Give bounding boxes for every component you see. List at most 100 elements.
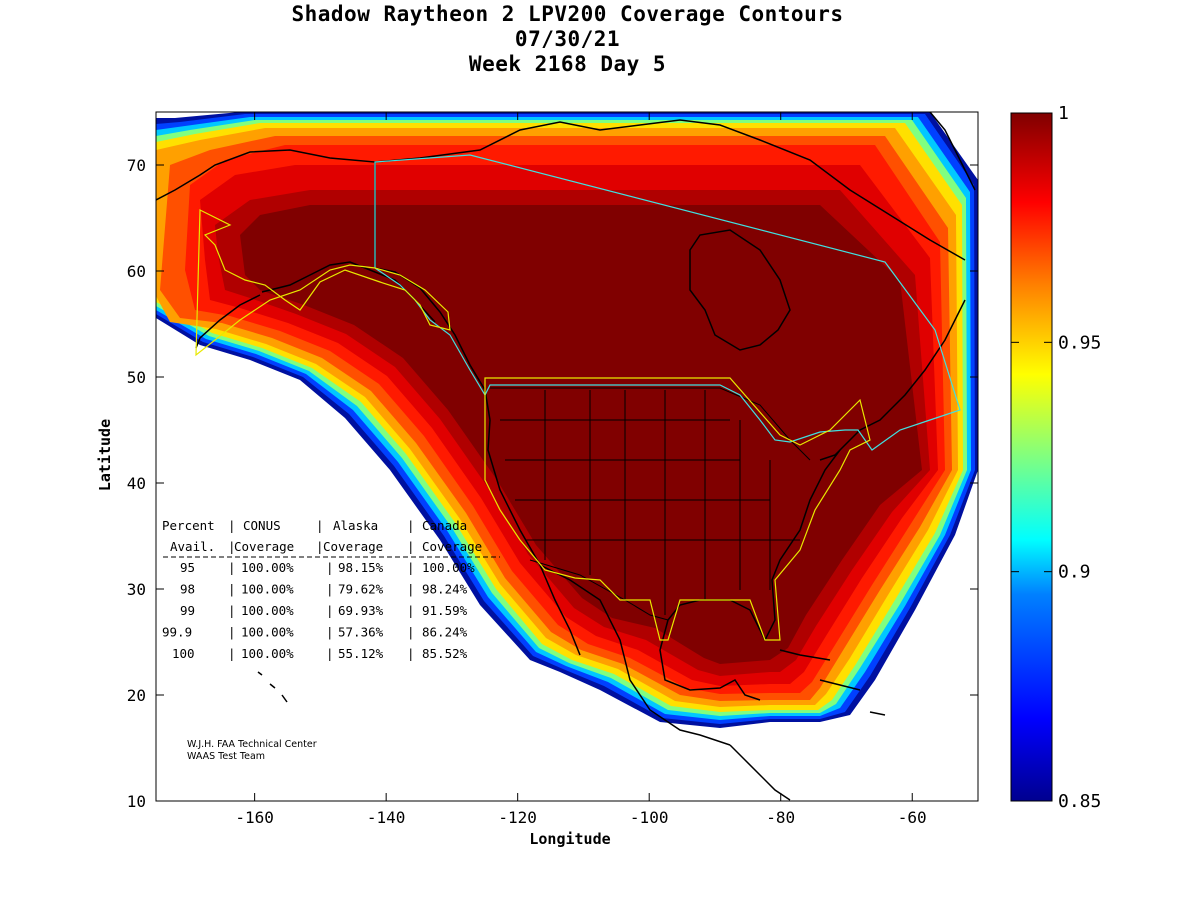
hdr-alaska-cov: Coverage — [323, 539, 383, 554]
contour-1.0 — [240, 205, 922, 664]
hdr-conus: CONUS — [243, 518, 281, 533]
y-tick-label: 20 — [127, 686, 146, 705]
stats-row: 95 | 100.00% | 98.15% | 100.00% — [180, 560, 475, 575]
stats-sep: | — [228, 603, 236, 618]
stats-conus: 100.00% — [241, 646, 294, 661]
canada-arctic — [374, 119, 966, 261]
stats-canada: 86.24% — [422, 625, 468, 640]
coastlines — [156, 112, 976, 801]
stats-sep: | — [228, 646, 236, 661]
central-america — [729, 744, 791, 801]
stats-percent: 98 — [180, 582, 195, 597]
stats-alaska: 69.93% — [338, 603, 384, 618]
y-tick-label: 30 — [127, 580, 146, 599]
stats-row: 99 | 100.00% | 69.93% | 91.59% — [180, 603, 468, 618]
state-grid — [500, 390, 800, 615]
hdr-sep3: | — [407, 518, 415, 533]
stats-canada: 85.52% — [422, 646, 468, 661]
east-coast — [764, 299, 966, 641]
chart-date: 07/30/21 — [514, 27, 621, 51]
hdr2-sep3: | — [407, 539, 415, 554]
hdr-percent: Percent — [162, 518, 215, 533]
stats-row: 99.9 | 100.00% | 57.36% | 86.24% — [162, 625, 468, 640]
x-axis-label: Longitude — [529, 830, 610, 848]
greenland — [929, 112, 976, 191]
stats-row: 100 | 100.00% | 55.12% | 85.52% — [172, 646, 468, 661]
hdr-canada: Canada — [422, 518, 467, 533]
plot-frame — [155, 111, 979, 802]
stats-conus: 100.00% — [241, 560, 294, 575]
colorbar-tick-label: 1 — [1058, 103, 1069, 124]
state-boundaries — [490, 387, 811, 621]
credit-line-2: WAAS Test Team — [187, 751, 265, 762]
hawaii — [257, 671, 288, 703]
y-tick-label: 40 — [127, 474, 146, 493]
y-tick-label: 10 — [127, 792, 146, 811]
y-tick-label: 60 — [127, 262, 146, 281]
stats-percent: 100 — [172, 646, 195, 661]
colorbar-tick-label: 0.9 — [1058, 562, 1091, 583]
stats-sep: | — [407, 625, 415, 640]
stats-percent: 99.9 — [162, 625, 192, 640]
hdr2-sep2: | — [316, 539, 324, 554]
stats-sep: | — [228, 560, 236, 575]
stats-canada: 91.59% — [422, 603, 468, 618]
coverage-stats-table: Percent | CONUS | Alaska | Canada Avail.… — [162, 518, 500, 661]
stats-canada: 100.00% — [422, 560, 475, 575]
stats-header-row1: Percent | CONUS | Alaska | Canada — [162, 518, 467, 533]
hdr-canada-cov: Coverage — [422, 539, 482, 554]
stats-percent: 99 — [180, 603, 195, 618]
hdr-alaska: Alaska — [333, 518, 378, 533]
stats-sep: | — [407, 603, 415, 618]
hdr-sep2: | — [316, 518, 324, 533]
stats-sep: | — [326, 646, 334, 661]
stats-conus: 100.00% — [241, 582, 294, 597]
x-tick-label: -100 — [630, 808, 669, 827]
stats-sep: | — [407, 560, 415, 575]
service-volume-boundaries — [195, 154, 961, 641]
stats-header-row2: Avail. | Coverage | Coverage | Coverage — [170, 539, 482, 554]
stats-percent: 95 — [180, 560, 195, 575]
canada-boundary — [374, 154, 961, 451]
x-axis: -160 -140 -120 -100 -80 -60 — [235, 112, 927, 827]
hudson-bay — [689, 229, 791, 351]
colorbar-frame — [1010, 112, 1053, 802]
hdr-sep1: | — [228, 518, 236, 533]
stats-conus: 100.00% — [241, 603, 294, 618]
stats-sep: | — [228, 582, 236, 597]
y-tick-label: 50 — [127, 368, 146, 387]
stats-alaska: 55.12% — [338, 646, 384, 661]
y-axis-label: Latitude — [96, 419, 114, 491]
x-tick-label: -80 — [766, 808, 795, 827]
stats-sep: | — [407, 646, 415, 661]
stats-rows: 95 | 100.00% | 98.15% | 100.00% 98 | 100.00% | 79.6… — [162, 560, 475, 661]
stats-conus: 100.00% — [241, 625, 294, 640]
stats-alaska: 79.62% — [338, 582, 384, 597]
alaska-boundary — [195, 209, 451, 357]
x-tick-label: -160 — [235, 808, 274, 827]
conus-boundary — [484, 377, 871, 641]
y-tick-label: 70 — [127, 156, 146, 175]
x-tick-label: -120 — [498, 808, 537, 827]
stats-canada: 98.24% — [422, 582, 468, 597]
stats-sep: | — [326, 625, 334, 640]
stats-row: 98 | 100.00% | 79.62% | 98.24% — [180, 582, 468, 597]
baja-california — [539, 564, 581, 656]
hdr2-sep1: | — [228, 539, 236, 554]
stats-sep: | — [326, 582, 334, 597]
colorbar-ticks: 1 0.95 0.9 0.85 — [1011, 103, 1101, 812]
x-tick-label: -140 — [367, 808, 406, 827]
stats-alaska: 98.15% — [338, 560, 384, 575]
stats-sep: | — [228, 625, 236, 640]
west-coast-mexico — [487, 419, 731, 746]
colorbar — [1011, 113, 1052, 801]
chart-title: Shadow Raytheon 2 LPV200 Coverage Contou… — [291, 2, 844, 26]
stats-sep: | — [407, 582, 415, 597]
hdr-avail: Avail. — [170, 539, 215, 554]
credit-line-1: W.J.H. FAA Technical Center — [187, 739, 317, 750]
y-axis: 10 20 30 40 50 60 70 — [127, 156, 978, 811]
chart-week-day: Week 2168 Day 5 — [468, 52, 667, 76]
colorbar-tick-label: 0.95 — [1058, 332, 1101, 353]
us-border-north — [490, 387, 811, 461]
